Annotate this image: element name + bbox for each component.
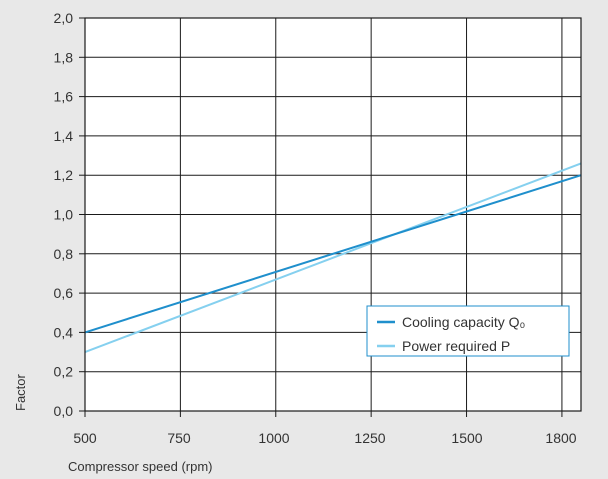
legend-box xyxy=(366,305,570,357)
y-tick-label: 0,2 xyxy=(54,364,74,380)
legend: Cooling capacity Q₀ Power required P xyxy=(366,305,570,357)
y-tick-label: 1,0 xyxy=(54,207,74,223)
grid xyxy=(85,18,581,411)
y-tick-label: 2,0 xyxy=(54,10,74,26)
series-line xyxy=(84,162,582,354)
legend-label: Cooling capacity Q₀ xyxy=(402,314,526,330)
y-axis-title: Factor xyxy=(13,373,28,411)
legend-label: Power required P xyxy=(402,338,510,354)
y-tick-label: 0,6 xyxy=(54,285,74,301)
x-tick-label: 1250 xyxy=(354,430,385,446)
series-layer xyxy=(84,162,582,354)
x-tick-label: 750 xyxy=(167,430,191,446)
x-tick-label: 1800 xyxy=(545,430,576,446)
y-tick-label: 1,6 xyxy=(54,89,74,105)
y-tick-label: 0,4 xyxy=(54,324,74,340)
x-tick-label: 1500 xyxy=(451,430,482,446)
x-tick-label: 500 xyxy=(73,430,97,446)
y-tick-label: 0,0 xyxy=(54,403,74,419)
y-tick-label: 1,2 xyxy=(54,167,74,183)
y-tick-label: 1,8 xyxy=(54,49,74,65)
y-tick-label: 0,8 xyxy=(54,246,74,262)
x-tick-label: 1000 xyxy=(258,430,289,446)
series-line xyxy=(84,174,582,334)
x-axis-title: Compressor speed (rpm) xyxy=(68,459,213,474)
ticks: 0,0 0,2 0,4 0,6 0,8 1,0 1,2 1,4 1,6 1,8 2,0 500 750 1… xyxy=(54,10,577,446)
y-tick-label: 1,4 xyxy=(54,128,74,144)
